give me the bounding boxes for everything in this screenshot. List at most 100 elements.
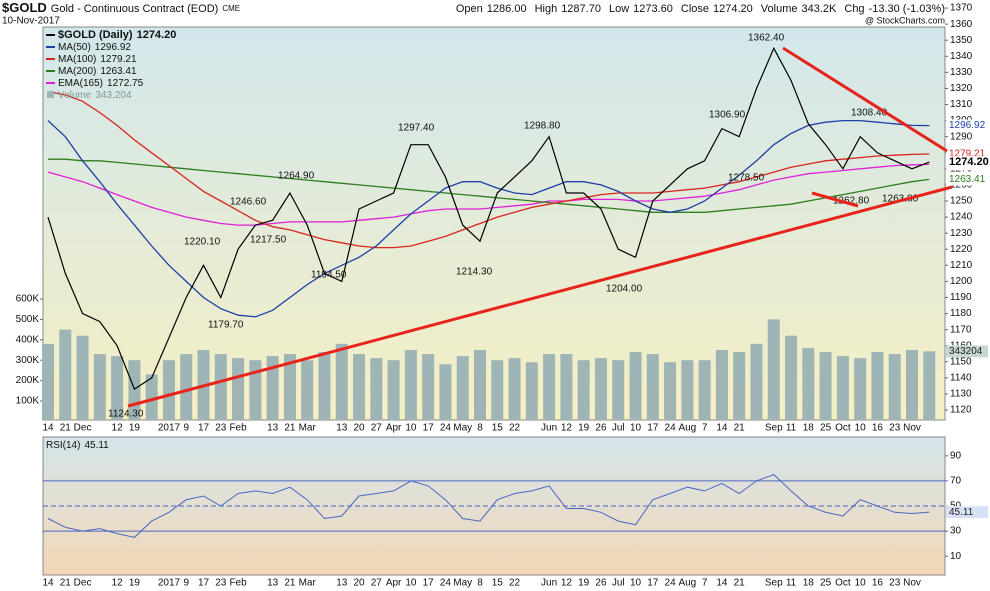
volume-bar — [715, 350, 728, 420]
legend-entry: RSI(14) 45.11 — [46, 440, 109, 451]
moving-average-line — [47, 91, 930, 249]
x-tick-label: Jun — [541, 578, 557, 589]
x-tick-label: 13 — [336, 578, 348, 589]
y-tick-label: 1290 — [950, 131, 973, 142]
volume-bar — [491, 360, 504, 420]
price-annotation: 1214.30 — [456, 267, 493, 278]
price-annotation: 1204.00 — [606, 284, 643, 295]
volume-bar — [42, 343, 54, 420]
volume-bar — [888, 354, 901, 420]
x-tick-label: Feb — [229, 578, 247, 589]
x-tick-label: 19 — [129, 423, 141, 434]
volume-bar — [767, 319, 780, 420]
x-tick-label: 10 — [405, 578, 417, 589]
y2-tick-label: 300K — [16, 355, 40, 366]
header-value: 343.2K — [802, 3, 838, 15]
x-tick-label: Sep — [765, 423, 783, 434]
price-annotation: 1298.80 — [524, 121, 561, 132]
x-tick-label: May — [453, 578, 472, 589]
x-tick-label: 8 — [477, 423, 483, 434]
x-tick-label: Sep — [765, 578, 783, 589]
volume-bar — [301, 360, 314, 420]
y2-tick-label: 200K — [16, 375, 40, 386]
y2-tick-label: 600K — [16, 294, 40, 305]
date: 10-Nov-2017 — [2, 16, 60, 27]
x-tick-label: 21 — [734, 578, 746, 589]
volume-bar — [249, 360, 262, 420]
x-tick-label: 24 — [665, 578, 677, 589]
x-tick-label: 12 — [112, 423, 124, 434]
y-tick-label: 1200 — [950, 276, 973, 287]
x-tick-label: 13 — [267, 578, 279, 589]
volume-bar — [353, 354, 366, 420]
y-tick-label: 1210 — [950, 260, 973, 271]
x-tick-label: 2017 — [158, 423, 181, 434]
ohlc-header: Open 1286.00 High 1287.70 Low 1273.60 Close 127… — [456, 3, 945, 15]
value-tag — [946, 119, 988, 132]
volume-bar — [76, 335, 89, 420]
x-tick-label: 24 — [665, 423, 677, 434]
x-tick-label: Nov — [903, 578, 921, 589]
x-tick-label: 11 — [786, 423, 797, 434]
header-value: 1286.00 — [487, 3, 527, 15]
price-annotation: 1262.80 — [833, 196, 870, 207]
x-tick-label: 11 — [786, 578, 797, 589]
header-label: Volume — [761, 3, 798, 15]
y-tick-label: 1150 — [950, 356, 972, 367]
x-tick-label: Aug — [678, 578, 696, 589]
price-annotation: 1220.10 — [184, 237, 221, 248]
symbol: $GOLD Gold - Continuous Contract (EOD) CME — [2, 0, 240, 15]
volume-bar — [750, 343, 763, 420]
volume-bar — [594, 358, 607, 420]
volume-bar — [93, 354, 106, 420]
x-tick-label: 19 — [578, 423, 590, 434]
legend-value: 1263.41 — [100, 66, 137, 77]
legend-value: 45.11 — [84, 440, 109, 451]
legend-name: RSI(14) — [46, 440, 80, 451]
value-tag-label: 1274.20 — [949, 156, 989, 168]
x-tick-label: 15 — [492, 423, 504, 434]
header-label: Close — [681, 3, 709, 15]
x-tick-label: 21 — [734, 423, 746, 434]
legend-name: EMA(165) — [58, 78, 103, 89]
x-tick-label: 16 — [872, 578, 884, 589]
x-tick-label: 22 — [509, 578, 521, 589]
x-tick-label: 23 — [889, 423, 901, 434]
x-tick-label: 10 — [405, 423, 417, 434]
legend-entry: Volume 343,204 — [58, 90, 132, 101]
moving-average-line — [47, 163, 930, 226]
header-label: Low — [609, 3, 629, 15]
trend-line — [782, 46, 948, 153]
x-tick-label: 25 — [820, 423, 832, 434]
x-tick-label: 21 — [284, 423, 296, 434]
value-tag — [946, 156, 988, 169]
value-tag-label: 1296.92 — [949, 120, 986, 131]
y-tick-label: 1330 — [950, 67, 973, 78]
volume-bar — [577, 360, 590, 420]
volume-bar — [854, 358, 867, 420]
x-tick-label: 10 — [855, 578, 867, 589]
y-tick-label: 1320 — [950, 83, 973, 94]
x-tick-label: 14 — [716, 423, 728, 434]
x-tick-label: 7 — [702, 423, 708, 434]
x-tick-label: 10 — [630, 423, 642, 434]
header-value: 1287.70 — [561, 3, 601, 15]
moving-average-line — [47, 119, 930, 318]
value-tag-label: 1279.21 — [949, 149, 986, 160]
trend-line — [127, 185, 953, 408]
legend-name: MA(200) — [58, 66, 96, 77]
header-value: 1273.60 — [633, 3, 673, 15]
value-tag-label: 343204 — [949, 346, 983, 357]
volume-bar — [525, 362, 538, 420]
price-annotation: 1362.40 — [748, 33, 785, 44]
moving-average-line — [48, 158, 930, 213]
header-value: 1274.20 — [713, 3, 753, 15]
x-tick-label: 18 — [803, 578, 815, 589]
x-tick-label: Apr — [386, 423, 402, 434]
y2-tick-label: 400K — [16, 334, 40, 345]
x-tick-label: 17 — [423, 423, 435, 434]
volume-bar — [335, 343, 348, 420]
y-tick-label: 1130 — [950, 389, 972, 400]
y-tick-label: 1220 — [950, 244, 973, 255]
legend-value: 1279.21 — [100, 54, 137, 65]
